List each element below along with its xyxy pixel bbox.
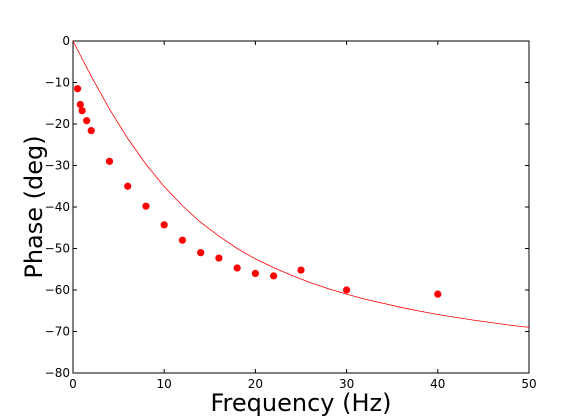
data-point xyxy=(434,290,442,298)
x-tick-label: 50 xyxy=(521,377,536,391)
y-tick-label: −70 xyxy=(45,325,70,339)
x-tick-label: 30 xyxy=(339,377,354,391)
data-point xyxy=(78,107,86,115)
y-axis-label: Phase (deg) xyxy=(20,135,48,278)
y-tick-label: −10 xyxy=(45,76,70,90)
data-point xyxy=(105,157,114,165)
x-tick-label: 0 xyxy=(69,377,77,391)
y-tick-label: −50 xyxy=(45,242,70,256)
x-tick-label: 10 xyxy=(157,377,172,391)
data-point xyxy=(178,236,187,244)
x-tick-label: 40 xyxy=(430,377,445,391)
plot-area xyxy=(72,40,530,374)
data-point xyxy=(160,221,168,229)
data-point xyxy=(87,127,95,135)
y-tick-label: 0 xyxy=(62,34,70,48)
data-point xyxy=(270,272,278,280)
x-axis-label: Frequency (Hz) xyxy=(211,389,392,416)
x-axis-ticks: 0 10 20 30 40 50 xyxy=(69,41,537,391)
series-layer xyxy=(72,40,530,328)
data-point xyxy=(142,202,150,210)
y-tick-label: −20 xyxy=(45,117,70,131)
data-point xyxy=(197,249,205,257)
data-point xyxy=(251,269,259,277)
y-tick-label: −60 xyxy=(45,283,70,297)
data-point xyxy=(73,85,82,93)
data-point xyxy=(83,117,91,125)
fit-curve-line xyxy=(72,40,530,328)
data-point xyxy=(124,182,132,190)
x-tick-label: 20 xyxy=(248,377,263,391)
data-point xyxy=(76,100,84,109)
data-point xyxy=(343,286,351,294)
y-tick-label: −80 xyxy=(45,366,70,380)
data-point xyxy=(297,266,305,274)
y-axis-ticks: 0 −10 −20 −30 −40 −50 −60 −70 −80 xyxy=(45,34,529,380)
y-tick-label: −30 xyxy=(45,159,70,173)
y-tick-label: −40 xyxy=(45,200,70,214)
data-point xyxy=(233,264,241,272)
data-point xyxy=(215,254,223,262)
